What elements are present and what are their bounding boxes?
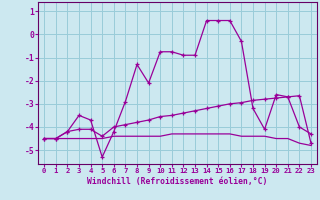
X-axis label: Windchill (Refroidissement éolien,°C): Windchill (Refroidissement éolien,°C) <box>87 177 268 186</box>
